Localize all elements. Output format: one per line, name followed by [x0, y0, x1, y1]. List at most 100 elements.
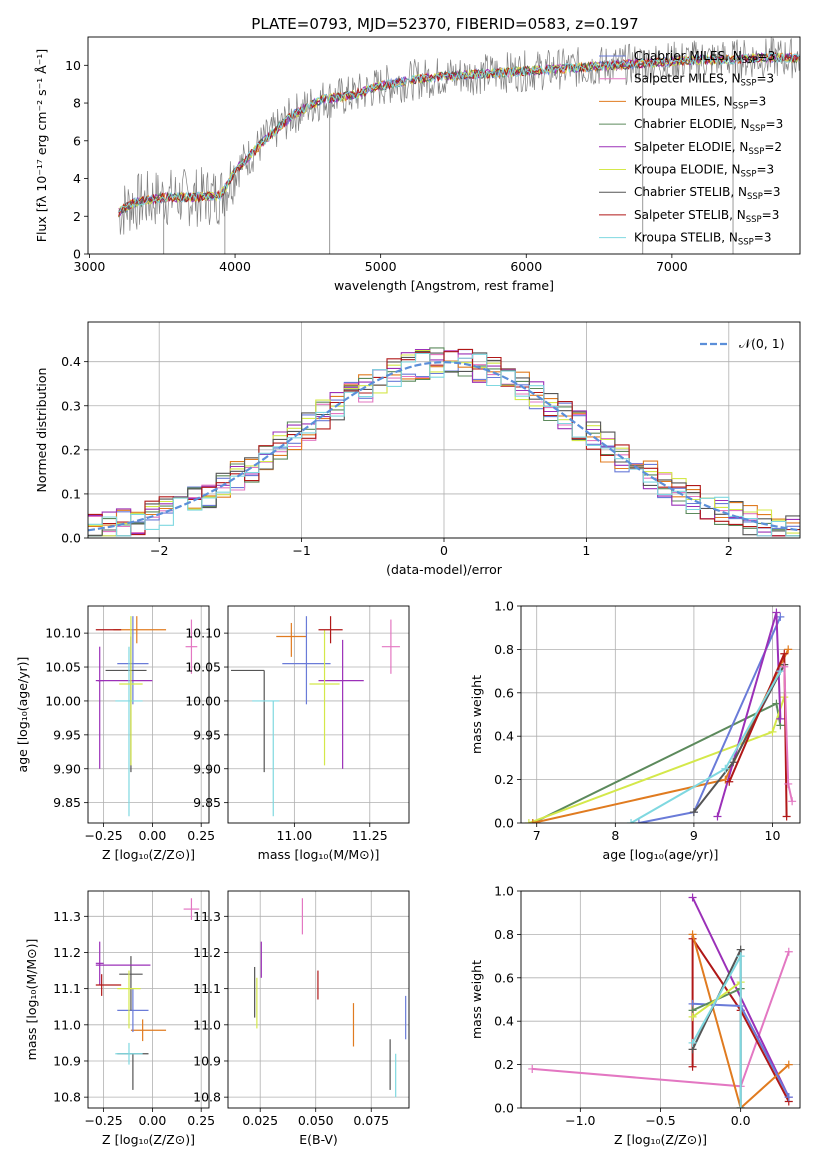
- weight-marker: [784, 1093, 793, 1102]
- weight-marker: [784, 645, 793, 654]
- weight-marker: [780, 649, 789, 658]
- x-tick-label: 0.050: [298, 1113, 334, 1128]
- legend-entry: Chabrier MILES, NSSP=3: [634, 49, 775, 66]
- weight-marker: [776, 714, 785, 723]
- spectrum-panel: 3000 4000 5000 6000 7000 0 2 4 6 8 10 wavelength [A…: [34, 36, 801, 293]
- weight-marker: [788, 797, 797, 806]
- weight-marker: [627, 819, 636, 823]
- plot-area: [254, 898, 407, 1098]
- age-vs-mass-panel: 11.00 11.25 9.85 9.90 9.95 10.00 10.05 10.10 mas…: [185, 605, 410, 862]
- y-tick-label: 10.10: [185, 626, 221, 641]
- x-tick-label: −0.25: [84, 828, 122, 843]
- weight-marker: [736, 952, 745, 961]
- y-tick-label: 0.8: [494, 642, 514, 657]
- x-axis-label: age [log₁₀(age/yr)]: [603, 847, 719, 862]
- figure-title: PLATE=0793, MJD=52370, FIBERID=0583, z=0…: [251, 15, 638, 33]
- x-tick-label: −0.5: [645, 1113, 675, 1128]
- y-tick-label: 1.0: [494, 599, 514, 614]
- y-tick-label: 0.4: [494, 729, 514, 744]
- weight-marker: [688, 893, 697, 902]
- legend-entry: Chabrier ELODIE, NSSP=3: [634, 117, 783, 134]
- y-tick-label: 10.00: [45, 693, 81, 708]
- x-tick-label: 11.25: [352, 828, 388, 843]
- weight-marker: [634, 819, 643, 823]
- x-tick-label: 11.00: [276, 828, 312, 843]
- observed-spectrum: [118, 37, 800, 235]
- weight-line: [691, 934, 790, 1108]
- x-tick-label: 5000: [365, 259, 397, 274]
- axes-frame: [520, 605, 801, 824]
- y-tick-label: 10.8: [53, 1090, 81, 1105]
- weight-line: [716, 612, 782, 817]
- mass-vs-extinction-panel: 0.025 0.050 0.075 10.8 10.9 11.0 11.1 11.2 11.3 E…: [193, 890, 410, 1147]
- y-tick-label: 0.0: [494, 816, 514, 831]
- x-axis-label: Z [log₁₀(Z/Z⊙)]: [102, 847, 195, 862]
- y-tick-label: 9.95: [53, 727, 81, 742]
- weight-marker: [782, 812, 791, 821]
- x-tick-label: 9: [690, 828, 698, 843]
- x-tick-label: 4000: [219, 259, 251, 274]
- weight-marker: [784, 779, 793, 788]
- x-tick-label: 0.00: [138, 828, 166, 843]
- x-tick-label: 0.025: [242, 1113, 278, 1128]
- y-tick-label: 11.3: [193, 909, 221, 924]
- x-tick-label: 3000: [74, 259, 106, 274]
- residuals-panel: −2 −1 0 1 2 0.0 0.1 0.2 0.3 0.4 (data-model)/error…: [34, 321, 801, 577]
- legend-entry: Chabrier STELIB, NSSP=3: [634, 185, 781, 202]
- y-tick-label: 11.1: [53, 981, 81, 996]
- plot-area: [88, 347, 800, 537]
- x-tick-label: 0.075: [353, 1113, 389, 1128]
- weight-marker: [688, 930, 697, 939]
- y-tick-label: 10.8: [193, 1090, 221, 1105]
- legend-entry: 𝒩(0, 1): [739, 336, 785, 351]
- x-tick-label: 0.00: [138, 1113, 166, 1128]
- model-spectrum: [118, 53, 800, 214]
- weight-marker: [784, 947, 793, 956]
- plot-area: [528, 893, 793, 1108]
- y-tick-label: 10: [65, 58, 81, 73]
- x-tick-label: 7000: [656, 259, 688, 274]
- y-tick-label: 0.0: [61, 531, 81, 546]
- axes-frame: [87, 36, 801, 255]
- mass-vs-metallicity-panel: −0.25 0.00 0.25 10.8 10.9 11.0 11.1 11.2 11.3 Z […: [24, 890, 215, 1147]
- weight-marker: [524, 819, 533, 823]
- weight-marker: [772, 608, 781, 617]
- y-tick-label: 10.05: [185, 660, 221, 675]
- legend-entry: Kroupa STELIB, NSSP=3: [634, 231, 772, 248]
- axes-frame: [227, 890, 410, 1109]
- x-tick-label: 0.0: [731, 1113, 751, 1128]
- y-tick-label: 8: [73, 96, 81, 111]
- y-tick-label: 1.0: [494, 884, 514, 899]
- axes-frame: [87, 605, 210, 824]
- y-tick-label: 10.05: [45, 660, 81, 675]
- axes-frame: [87, 321, 801, 539]
- weight-marker: [721, 764, 730, 773]
- y-tick-label: 9.85: [193, 795, 221, 810]
- x-tick-label: 2: [725, 543, 733, 558]
- weight-vs-metallicity-panel: −1.0 −0.5 0.0 0.0 0.2 0.4 0.6 0.8 1.0 Z [log₁₀(Z/…: [469, 884, 801, 1147]
- y-tick-label: 2: [73, 209, 81, 224]
- y-tick-label: 0.4: [494, 1014, 514, 1029]
- legend-entry: Salpeter STELIB, NSSP=3: [634, 208, 779, 225]
- plot-area: [524, 608, 797, 823]
- weight-marker: [528, 1064, 537, 1073]
- weight-marker: [776, 612, 785, 621]
- y-axis-label: Normed distribution: [34, 368, 49, 493]
- axes-frame: [520, 890, 801, 1109]
- x-tick-label: −2: [150, 543, 168, 558]
- plot-area: [231, 616, 400, 817]
- x-tick-label: 8: [611, 828, 619, 843]
- x-tick-label: −1.0: [565, 1113, 595, 1128]
- y-tick-label: 10.10: [45, 626, 81, 641]
- axes-frame: [87, 890, 210, 1109]
- y-axis-label: mass weight: [469, 675, 484, 754]
- residual-histogram: [88, 352, 800, 537]
- weight-marker: [688, 1012, 697, 1021]
- y-tick-label: 10.00: [185, 693, 221, 708]
- legend-entry: Salpeter MILES, NSSP=3: [634, 72, 774, 89]
- y-tick-label: 9.90: [193, 761, 221, 776]
- legend-entry: Kroupa MILES, NSSP=3: [634, 94, 766, 111]
- y-axis-label: age [log₁₀(age/yr)]: [15, 657, 30, 773]
- weight-marker: [528, 819, 537, 823]
